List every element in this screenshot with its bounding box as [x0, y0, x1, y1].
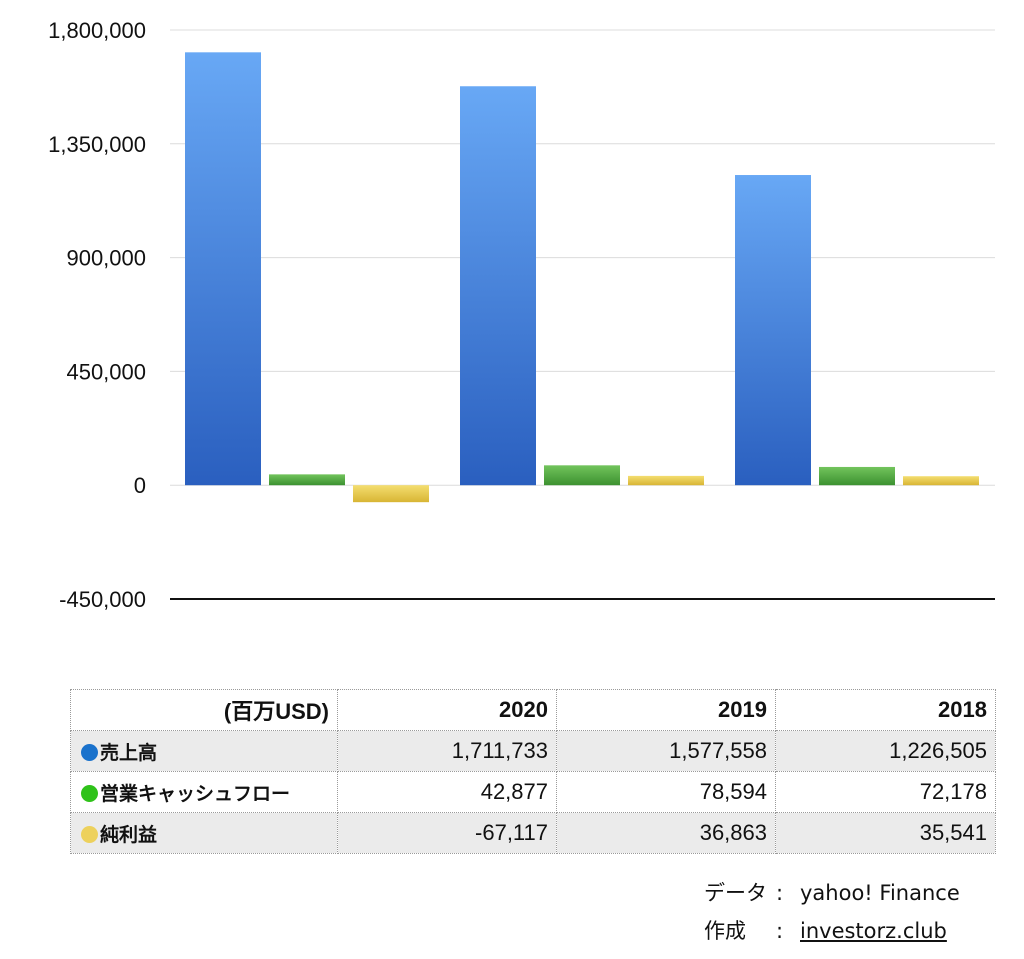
bars — [185, 52, 979, 503]
table-cell: 42,877 — [337, 771, 557, 813]
credit-author: 作成 : investorz.club — [704, 912, 960, 950]
data-table: (百万USD) 2020 2019 2018 売上高 1,711,733 1,5… — [70, 689, 996, 854]
row-label-text: 純利益 — [100, 823, 158, 846]
table-cell: 1,711,733 — [337, 730, 557, 772]
bar-2018-純利益 — [903, 476, 979, 486]
y-tick-label: -450,000 — [59, 587, 146, 612]
y-tick-label: 450,000 — [66, 359, 146, 384]
table-row-operating-cashflow: 営業キャッシュフロー 42,877 78,594 72,178 — [70, 771, 996, 813]
row-label-operating-cashflow: 営業キャッシュフロー — [70, 771, 338, 813]
net-income-dot-icon — [81, 825, 98, 843]
bar-2018-営業キャッシュフロー — [819, 466, 895, 486]
table-header-2019: 2019 — [556, 689, 776, 731]
table-cell: 35,541 — [775, 812, 996, 854]
bar-2020-純利益 — [353, 485, 429, 503]
credit-data-value: yahoo! Finance — [800, 881, 960, 905]
credit-data-label: データ — [704, 881, 767, 905]
gridlines — [170, 29, 995, 600]
credit-made-label: 作成 — [704, 919, 746, 943]
credit-separator: : — [776, 919, 784, 943]
y-tick-label: 1,350,000 — [48, 132, 146, 157]
table-cell: 1,226,505 — [775, 730, 996, 772]
revenue-dot-icon — [81, 743, 98, 761]
row-label-text: 売上高 — [100, 741, 158, 764]
bar-2019-営業キャッシュフロー — [544, 465, 620, 486]
credit-data-source: データ : yahoo! Finance — [704, 874, 960, 912]
y-axis-ticks: 1,800,000 1,350,000 900,000 450,000 0 -450,00… — [48, 18, 146, 612]
credits: データ : yahoo! Finance 作成 : investorz.club — [704, 874, 960, 950]
row-label-text: 営業キャッシュフロー — [100, 782, 291, 805]
table-cell: 1,577,558 — [556, 730, 776, 772]
table-cell: 78,594 — [556, 771, 776, 813]
credit-site-link[interactable]: investorz.club — [800, 919, 947, 943]
table-row-revenue: 売上高 1,711,733 1,577,558 1,226,505 — [70, 730, 996, 772]
table-header-2020: 2020 — [337, 689, 557, 731]
bar-2019-純利益 — [628, 475, 704, 486]
row-label-net-income: 純利益 — [70, 812, 338, 854]
table-header-2018: 2018 — [775, 689, 996, 731]
table-header-row: (百万USD) 2020 2019 2018 — [70, 689, 996, 731]
bar-2018-売上高 — [735, 175, 811, 486]
table-cell: -67,117 — [337, 812, 557, 854]
y-tick-label: 0 — [134, 473, 146, 498]
bar-chart: 1,800,000 1,350,000 900,000 450,000 0 -450,00… — [48, 18, 995, 612]
table-row-net-income: 純利益 -67,117 36,863 35,541 — [70, 812, 996, 854]
y-tick-label: 900,000 — [66, 246, 146, 271]
y-tick-label: 1,800,000 — [48, 18, 146, 43]
table-cell: 36,863 — [556, 812, 776, 854]
bar-2020-営業キャッシュフロー — [269, 474, 345, 486]
credit-separator: : — [776, 881, 784, 905]
table-header-unit: (百万USD) — [70, 689, 338, 731]
cashflow-dot-icon — [81, 784, 98, 802]
row-label-revenue: 売上高 — [70, 730, 338, 772]
bar-2020-売上高 — [185, 52, 261, 486]
table-cell: 72,178 — [775, 771, 996, 813]
bar-2019-売上高 — [460, 86, 536, 486]
